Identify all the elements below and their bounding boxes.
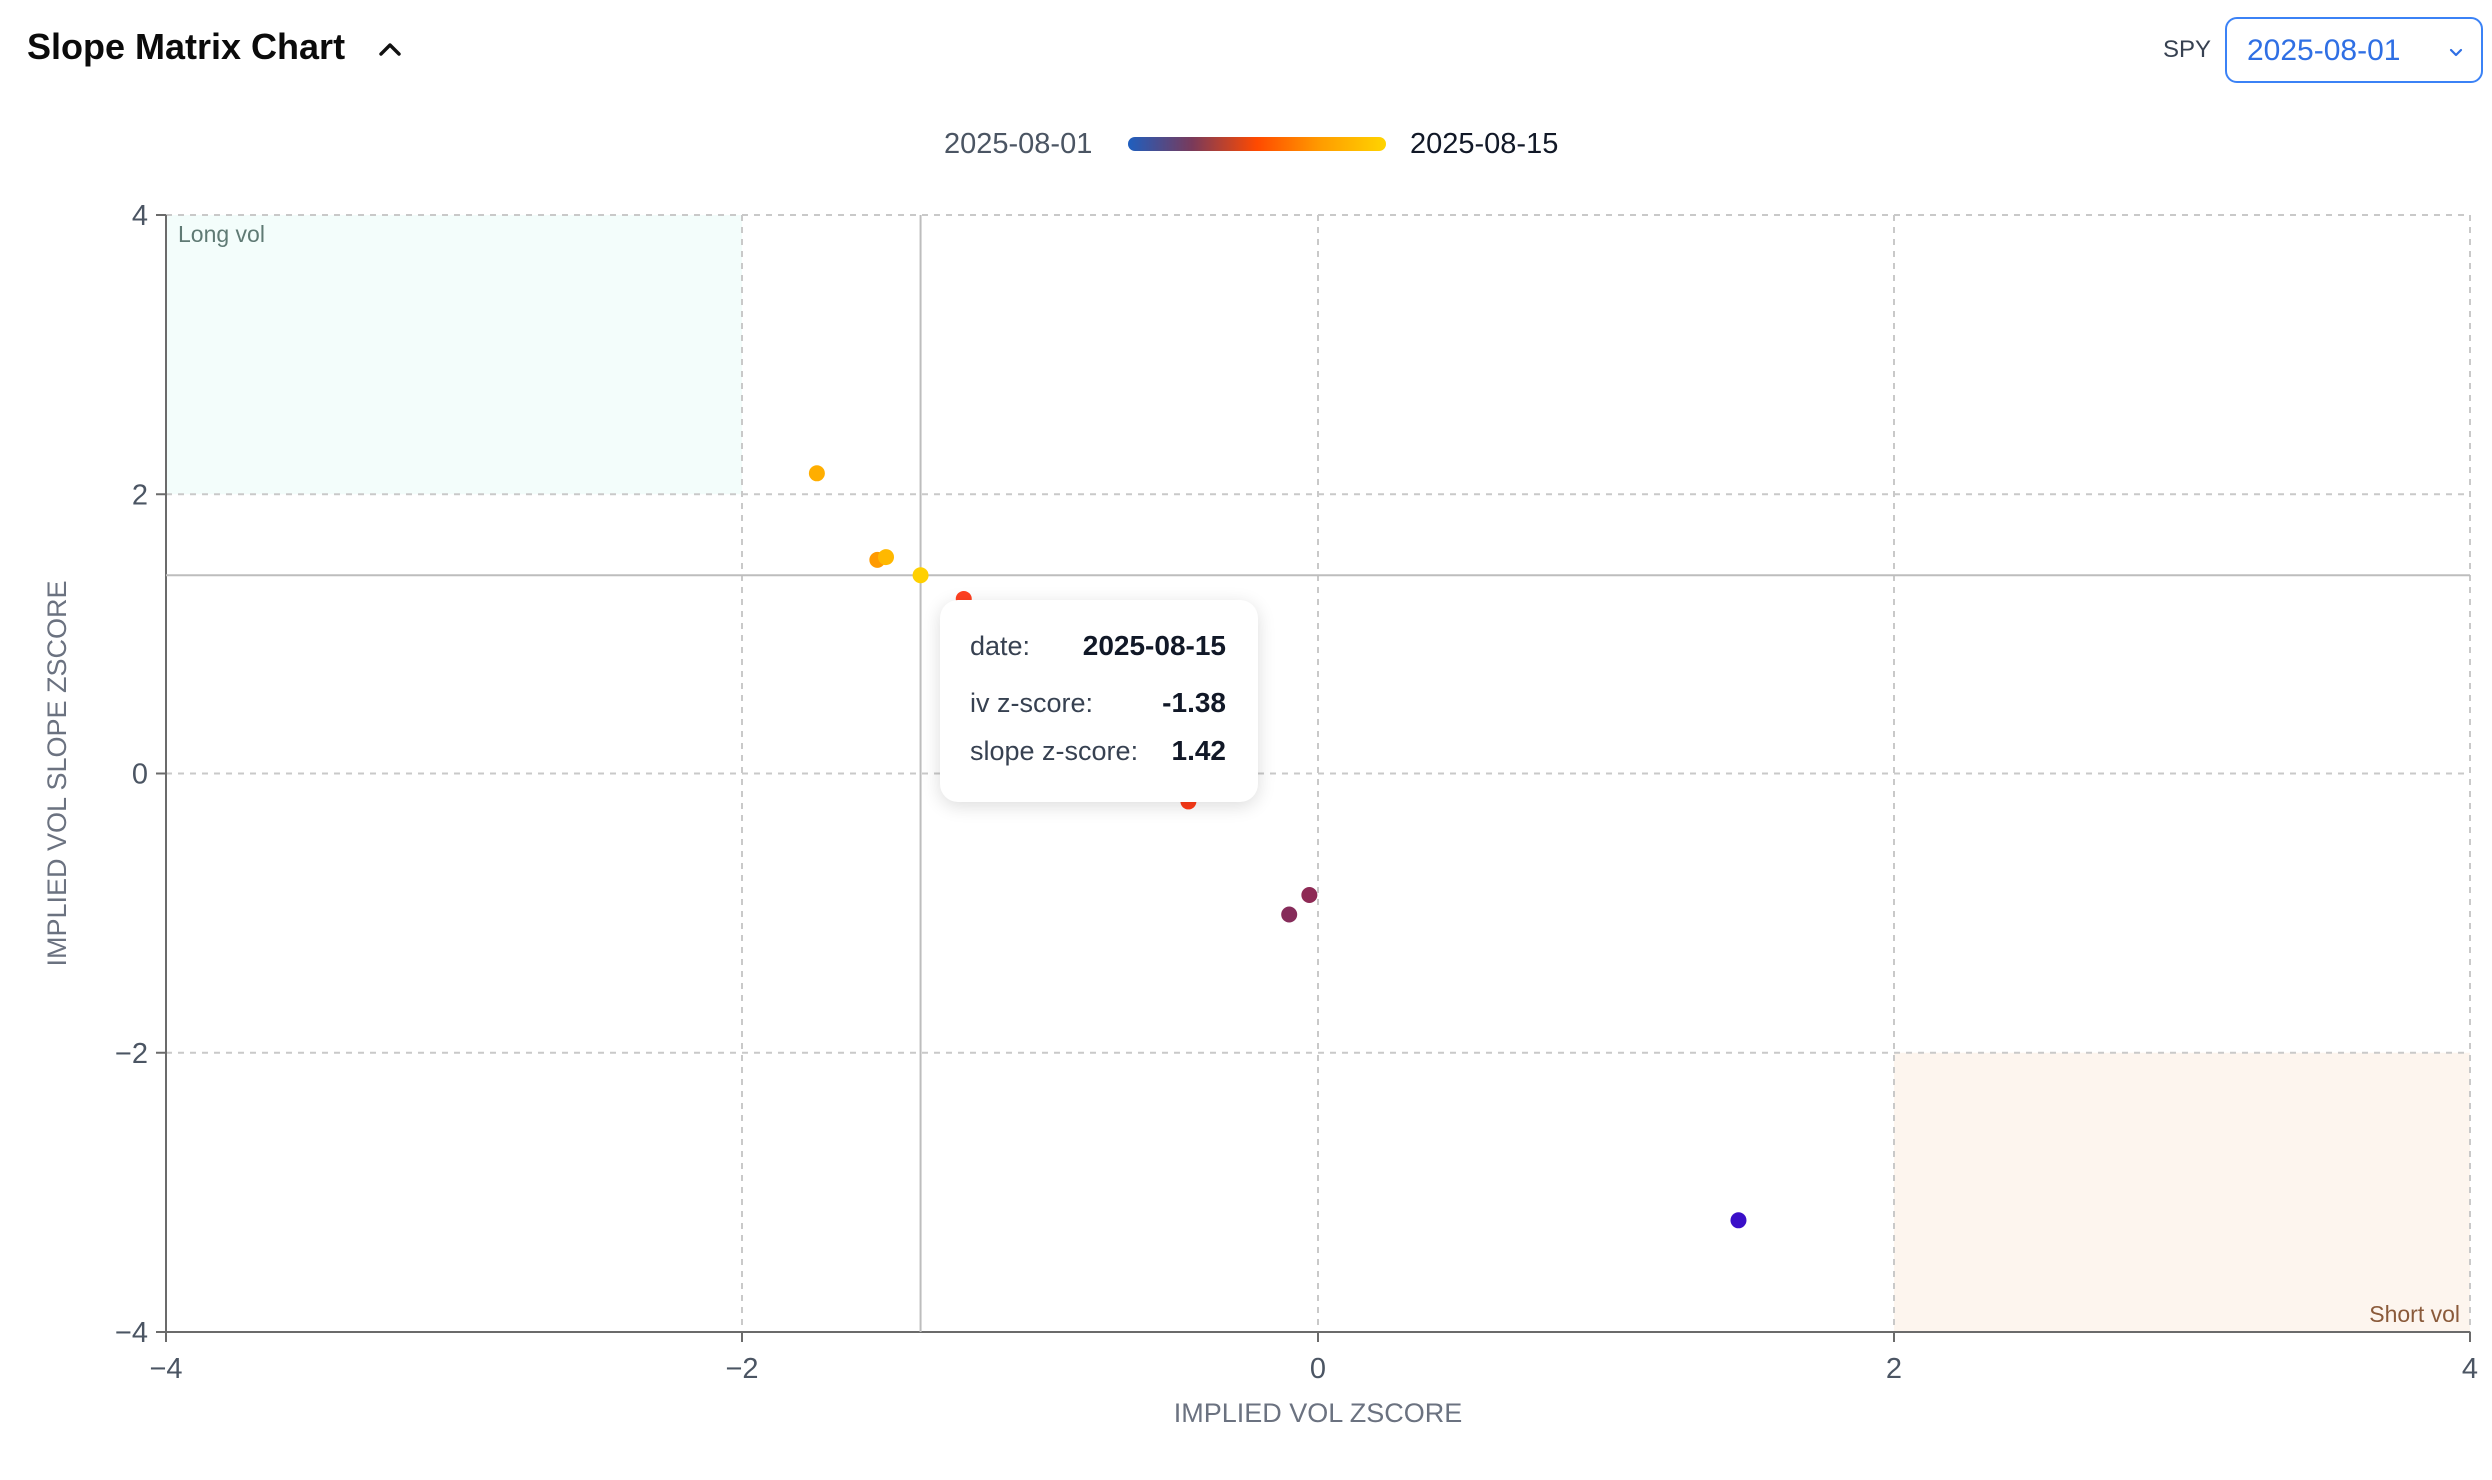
- color-legend: 2025-08-01 2025-08-15: [0, 120, 2492, 170]
- point-tooltip: date: 2025-08-15 iv z-score: -1.38 slope…: [940, 600, 1258, 802]
- chevron-down-icon: [2447, 43, 2465, 61]
- x-tick-label: 2: [1886, 1353, 1902, 1385]
- quadrant-region: [166, 215, 742, 495]
- date-select[interactable]: 2025-08-01: [2225, 17, 2483, 83]
- y-tick-label: 0: [132, 759, 148, 791]
- legend-gradient-bar: [1128, 137, 1386, 151]
- data-point[interactable]: [1730, 1212, 1747, 1229]
- tooltip-date-value: 2025-08-15: [1082, 630, 1226, 661]
- quadrant-region: [1894, 1052, 2470, 1332]
- y-axis-title: IMPLIED VOL SLOPE ZSCORE: [42, 580, 72, 966]
- date-select-value: 2025-08-01: [2247, 34, 2401, 67]
- data-point[interactable]: [1281, 906, 1298, 923]
- chart-header: Slope Matrix Chart SPY 2025-08-01: [0, 0, 2492, 100]
- data-point[interactable]: [878, 549, 894, 566]
- tooltip-slope-label: slope z-score:: [970, 736, 1139, 766]
- y-tick-label: −2: [115, 1038, 148, 1070]
- collapse-chevron-icon[interactable]: [374, 34, 406, 66]
- tooltip-date-label: date:: [970, 631, 1031, 661]
- y-tick-label: −4: [115, 1317, 148, 1349]
- data-point[interactable]: [808, 465, 825, 482]
- region-label-long-vol: Long vol: [178, 221, 265, 247]
- region-label-short-vol: Short vol: [2369, 1301, 2460, 1327]
- data-point[interactable]: [1301, 886, 1318, 903]
- tooltip-iv-value: -1.38: [1162, 687, 1226, 718]
- x-axis-title: IMPLIED VOL ZSCORE: [1174, 1398, 1463, 1428]
- ticker-label: SPY: [2163, 36, 2212, 63]
- legend-end-date: 2025-08-15: [1410, 128, 1559, 160]
- tooltip-iv-label: iv z-score:: [970, 688, 1094, 718]
- x-tick-label: 4: [2462, 1353, 2478, 1385]
- x-tick-label: −4: [149, 1353, 182, 1385]
- tooltip-slope-value: 1.42: [1171, 735, 1227, 766]
- legend-start-date: 2025-08-01: [944, 128, 1093, 160]
- x-tick-label: 0: [1310, 1353, 1326, 1385]
- y-tick-label: 4: [132, 200, 148, 232]
- data-point[interactable]: [912, 567, 929, 584]
- x-tick-label: −2: [725, 1353, 758, 1385]
- y-tick-label: 2: [132, 479, 148, 511]
- page-title: Slope Matrix Chart: [27, 26, 346, 67]
